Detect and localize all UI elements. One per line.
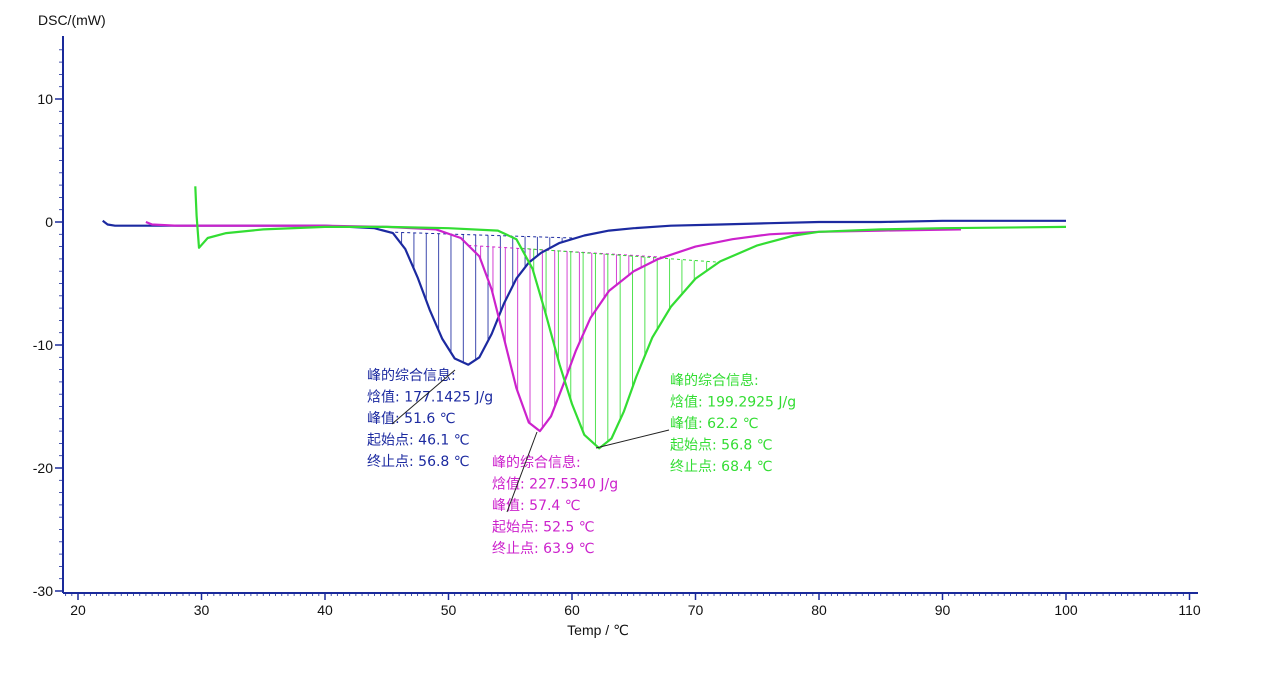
series-layer (102, 186, 1067, 450)
series-line (145, 220, 962, 433)
x-tick-label: 110 (1178, 602, 1201, 618)
x-tick-label: 80 (811, 602, 827, 618)
peak-value-label: 峰值: 51.6 ℃ (367, 411, 456, 427)
y-axis-title: DSC/(mW) (38, 12, 106, 28)
y-tick-label: -20 (33, 460, 53, 476)
x-tick-label: 90 (935, 602, 951, 618)
peak-value-label: 峰值: 57.4 ℃ (492, 498, 581, 514)
x-tick-label: 60 (564, 602, 580, 618)
y-tick-label: 0 (45, 214, 53, 230)
peak-value-label: 峰值: 62.2 ℃ (670, 416, 759, 432)
onset-label: 起始点: 56.8 ℃ (670, 438, 773, 454)
enthalpy-label: 焓值: 177.1425 J/g (367, 390, 493, 406)
x-tick-label: 20 (70, 602, 86, 618)
x-tick-label: 100 (1054, 602, 1078, 618)
end-label: 终止点: 63.9 ℃ (492, 541, 595, 557)
end-label: 终止点: 68.4 ℃ (670, 459, 773, 475)
annotation-leader (391, 369, 456, 425)
annotation-leader (506, 431, 538, 513)
x-axis-title: Temp / ℃ (567, 622, 629, 638)
end-label: 终止点: 56.8 ℃ (367, 454, 470, 470)
y-tick-label: -10 (33, 337, 53, 353)
enthalpy-label: 焓值: 199.2925 J/g (670, 395, 796, 411)
series-line (194, 186, 1067, 450)
x-tick-label: 70 (688, 602, 704, 618)
x-tick-label: 30 (194, 602, 210, 618)
peak-hatch-layer (389, 231, 720, 445)
y-tick-label: -30 (33, 583, 53, 599)
x-tick-label: 50 (441, 602, 457, 618)
series-line (102, 219, 1066, 366)
onset-label: 起始点: 46.1 ℃ (367, 433, 470, 449)
peak-info-title: 峰的综合信息: (367, 367, 456, 384)
y-tick-label: 10 (37, 91, 53, 107)
annotation-leader (595, 429, 670, 449)
enthalpy-label: 焓值: 227.5340 J/g (492, 477, 618, 493)
peak-info-title: 峰的综合信息: (670, 372, 759, 389)
axis-layer: DSC/(mW) Temp / ℃ 20 30 40 50 60 70 80 90 100 110… (33, 12, 1201, 638)
peak-info-title: 峰的综合信息: (492, 454, 581, 471)
x-tick-label: 40 (317, 602, 333, 618)
annotation-layer: 峰的综合信息: 焓值: 177.1425 J/g 峰值: 51.6 ℃ 起始点: 46… (367, 367, 796, 557)
integration-baseline (389, 231, 576, 239)
onset-label: 起始点: 52.5 ℃ (492, 520, 595, 536)
